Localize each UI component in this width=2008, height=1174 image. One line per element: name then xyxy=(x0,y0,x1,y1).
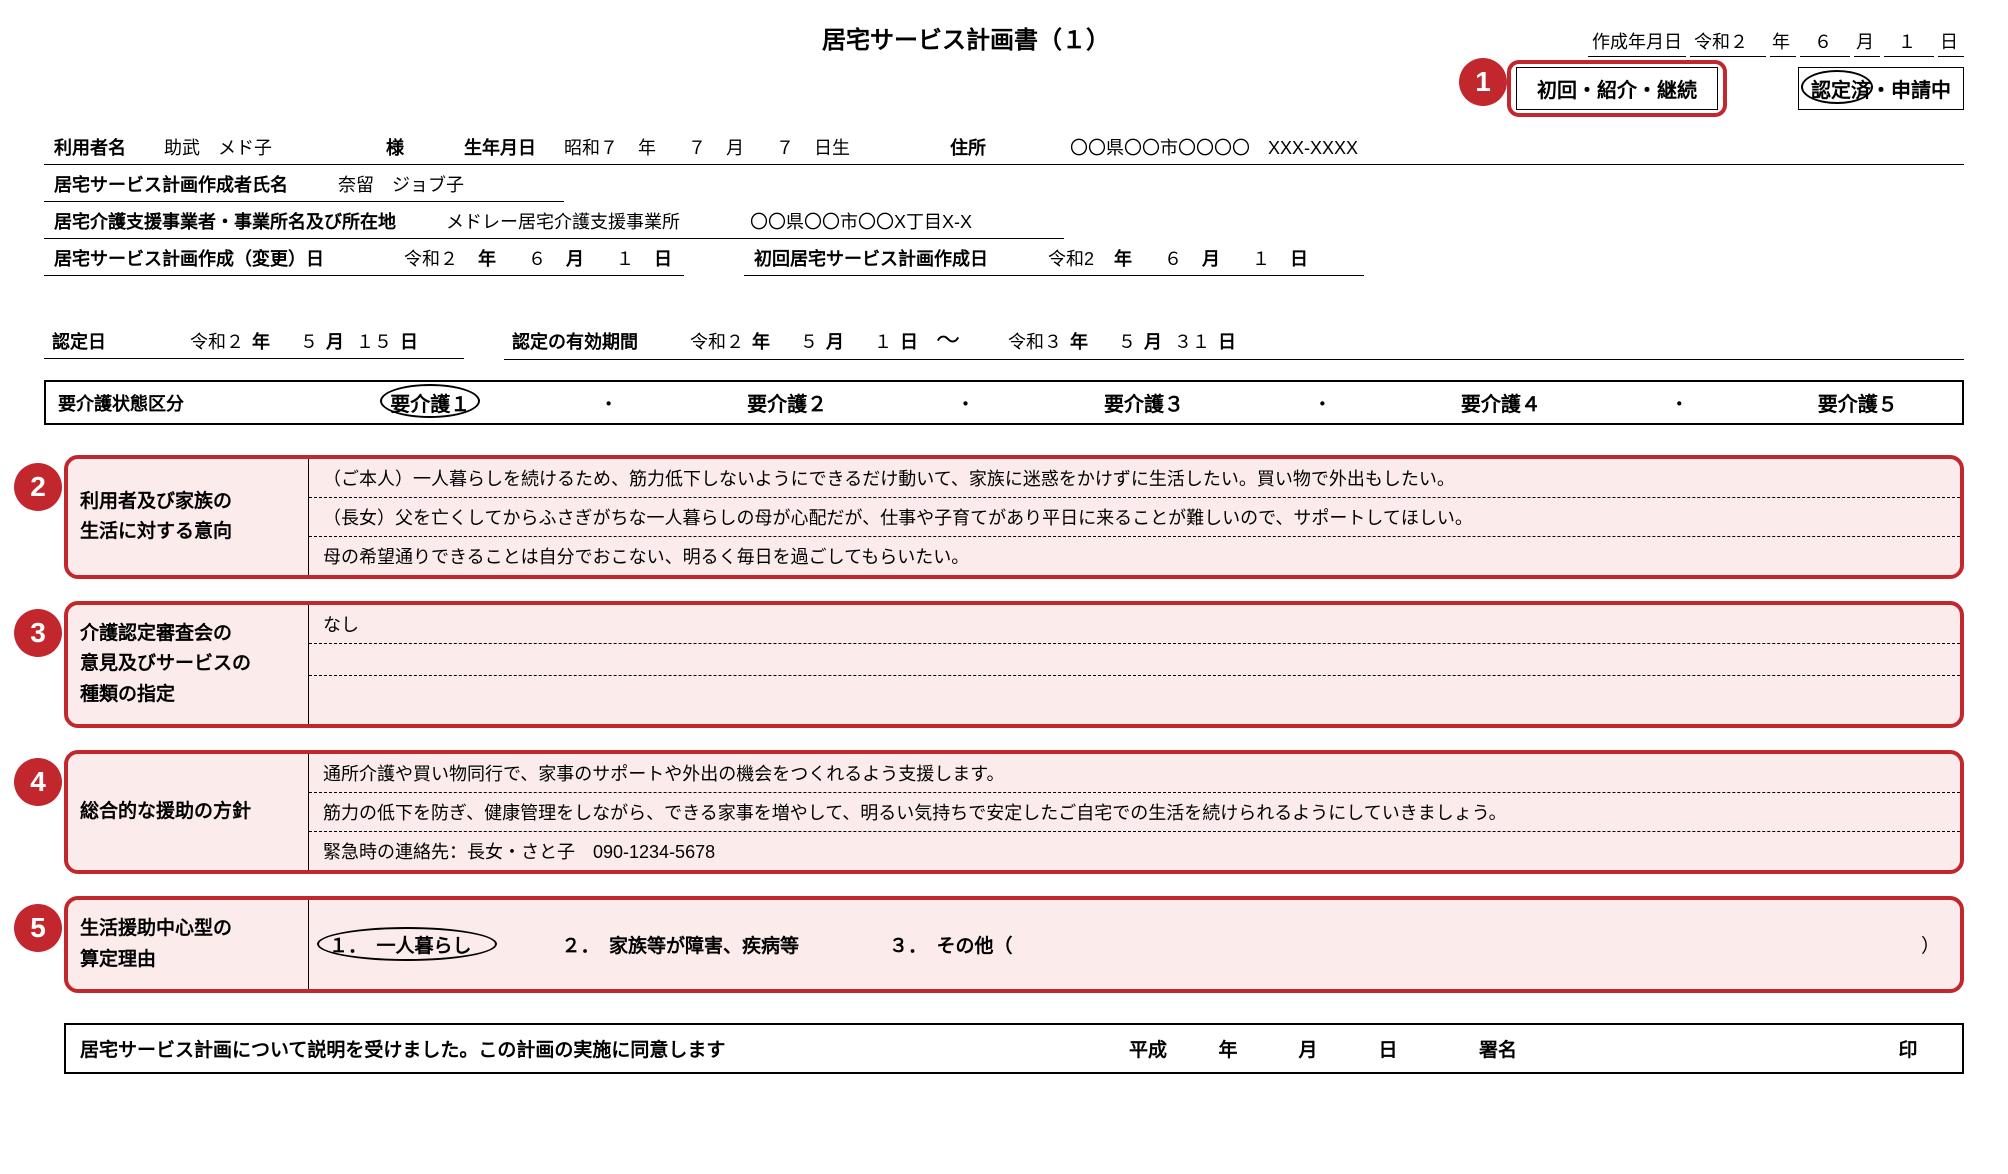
planner-label: 居宅サービス計画作成者氏名 xyxy=(44,171,298,197)
cert-from-month: ５ xyxy=(778,328,818,354)
sec2-line-3: 母の希望通りできることは自分でおこない、明るく毎日を過ごしてもらいたい。 xyxy=(309,537,1960,575)
user-name-label: 利用者名 xyxy=(44,134,154,160)
care-level-circle xyxy=(380,384,480,418)
cert-period-block: 認定の有効期間 令和２ 年 ５ 月 １ 日 〜 令和３ 年 ５ 月 ３１ 日 xyxy=(504,316,1964,360)
care-level-row: 要介護状態区分 要介護１ ・ 要介護２ ・ 要介護３ ・ 要介護４ ・ 要介護５ xyxy=(44,380,1964,425)
cert-date-month: ５ xyxy=(278,328,318,354)
office-row: 居宅介護支援事業者・事業所名及び所在地 メドレー居宅介護支援事業所 〇〇県〇〇市… xyxy=(44,202,1064,239)
care-level-label: 要介護状態区分 xyxy=(46,390,326,416)
birth-era: 昭和７ xyxy=(554,134,628,160)
first-plan-era: 令和2 xyxy=(1038,245,1104,271)
sec3-line-3 xyxy=(309,676,1960,708)
user-name: 助武 メド子 xyxy=(154,134,354,160)
cert-to-month: ５ xyxy=(1096,328,1136,354)
creation-date: 作成年月日 令和２ 年 ６ 月 １ 日 xyxy=(1588,28,1964,57)
sec2-line-1: （ご本人）一人暮らしを続けるため、筋力低下しないようにできるだけ動いて、家族に迷… xyxy=(309,459,1960,498)
plan-date-row: 居宅サービス計画作成（変更）日 令和２ 年 ６ 月 １ 日 xyxy=(44,239,684,276)
visit-type-box: 1 初回・紹介・継続 xyxy=(1516,67,1718,110)
sec3-line-1: なし xyxy=(309,605,1960,644)
section-2-title: 利用者及び家族の 生活に対する意向 xyxy=(68,459,308,575)
badge-3: 3 xyxy=(14,609,62,657)
care-level-4: 要介護４ xyxy=(1461,388,1541,417)
badge-2: 2 xyxy=(14,463,62,511)
cert-period-label: 認定の有効期間 xyxy=(512,328,652,354)
address: 〇〇県〇〇市〇〇〇〇 XXX-XXXX xyxy=(1060,134,1368,160)
consent-text: 居宅サービス計画について説明を受けました。この計画の実施に同意します xyxy=(80,1035,725,1062)
consent-row: 居宅サービス計画について説明を受けました。この計画の実施に同意します 平成 年 … xyxy=(64,1023,1964,1074)
care-level-3: 要介護３ xyxy=(1104,388,1184,417)
cert-from-day: １ xyxy=(852,328,892,354)
seal-label: 印 xyxy=(1868,1035,1948,1062)
first-plan-label: 初回居宅サービス計画作成日 xyxy=(744,245,998,271)
section-4-title: 総合的な援助の方針 xyxy=(68,754,308,870)
cert-to-day: ３１ xyxy=(1170,328,1210,354)
cert-date-day: １５ xyxy=(352,328,392,354)
section-3-title: 介護認定審査会の 意見及びサービスの 種類の指定 xyxy=(68,605,308,724)
tilde: 〜 xyxy=(926,320,970,355)
sec4-line-1: 通所介護や買い物同行で、家事のサポートや外出の機会をつくれるよう支援します。 xyxy=(309,754,1960,793)
honorific: 様 xyxy=(354,134,414,160)
section-4: 総合的な援助の方針 通所介護や買い物同行で、家事のサポートや外出の機会をつくれる… xyxy=(64,750,1964,874)
section-5: 生活援助中心型の 算定理由 １． 一人暮らし ２． 家族等が障害、疾病等 ３． … xyxy=(64,896,1964,993)
sec5-opt-3: ３． その他（ ） xyxy=(889,931,1940,958)
care-level-5: 要介護５ xyxy=(1818,388,1898,417)
birth-month: ７ xyxy=(666,134,716,160)
first-plan-row: 初回居宅サービス計画作成日 令和2 年 ６ 月 １ 日 xyxy=(744,239,1364,276)
plan-date-era: 令和２ xyxy=(394,245,468,271)
sec5-opt-circle xyxy=(317,927,497,961)
section-2: 利用者及び家族の 生活に対する意向 （ご本人）一人暮らしを続けるため、筋力低下し… xyxy=(64,455,1964,579)
section-5-title: 生活援助中心型の 算定理由 xyxy=(68,900,308,989)
sec5-opt-1: １． 一人暮らし xyxy=(329,931,472,958)
creation-day: １ xyxy=(1884,28,1934,57)
plan-date-label: 居宅サービス計画作成（変更）日 xyxy=(44,245,334,271)
office-name: メドレー居宅介護支援事業所 xyxy=(436,208,690,234)
sec5-opt-2: ２． 家族等が障害、疾病等 xyxy=(562,931,800,958)
birth-label: 生年月日 xyxy=(454,134,554,160)
birth-day: ７ xyxy=(754,134,804,160)
sec3-line-2 xyxy=(309,644,1960,676)
first-plan-month: ６ xyxy=(1142,245,1192,271)
sec4-line-2: 筋力の低下を防ぎ、健康管理をしながら、できる家事を増やして、明るい気持ちで安定し… xyxy=(309,793,1960,832)
office-label: 居宅介護支援事業者・事業所名及び所在地 xyxy=(44,208,406,234)
cert-date-label: 認定日 xyxy=(52,328,132,354)
first-plan-day: １ xyxy=(1230,245,1280,271)
planner-row: 居宅サービス計画作成者氏名 奈留 ジョブ子 xyxy=(44,165,564,202)
cert-to-era: 令和３ xyxy=(1008,328,1062,354)
sec4-line-3: 緊急時の連絡先：長女・さと子 090-1234-5678 xyxy=(309,832,1960,870)
plan-date-day: １ xyxy=(594,245,644,271)
plan-date-month: ６ xyxy=(506,245,556,271)
badge-4: 4 xyxy=(14,758,62,806)
care-level-1: 要介護１ xyxy=(390,388,470,417)
signature-label: 署名 xyxy=(1428,1035,1568,1062)
consent-era: 平成 xyxy=(1108,1035,1188,1062)
badge-5: 5 xyxy=(14,904,62,952)
office-addr: 〇〇県〇〇市〇〇X丁目X-X xyxy=(740,208,982,234)
badge-1: 1 xyxy=(1459,58,1507,106)
user-info-row: 利用者名 助武 メド子 様 生年月日 昭和７ 年 ７ 月 ７ 日生 住所 〇〇県… xyxy=(44,128,1964,165)
cert-date-block: 認定日 令和２ 年 ５ 月 １５ 日 xyxy=(44,324,464,359)
planner-name: 奈留 ジョブ子 xyxy=(328,171,474,197)
section-3: 介護認定審査会の 意見及びサービスの 種類の指定 なし xyxy=(64,601,1964,728)
doc-title: 居宅サービス計画書（１） xyxy=(44,20,1588,55)
cert-status-box: 認定済・申請中 xyxy=(1798,67,1964,110)
creation-label: 作成年月日 xyxy=(1588,28,1686,57)
creation-month: ６ xyxy=(1800,28,1850,57)
sec2-line-2: （長女）父を亡くしてからふさぎがちな一人暮らしの母が心配だが、仕事や子育てがあり… xyxy=(309,498,1960,537)
care-level-2: 要介護２ xyxy=(747,388,827,417)
addr-label: 住所 xyxy=(940,134,1020,160)
cert-date-era: 令和２ xyxy=(190,328,244,354)
creation-era: 令和２ xyxy=(1690,28,1766,57)
cert-from-era: 令和２ xyxy=(690,328,744,354)
